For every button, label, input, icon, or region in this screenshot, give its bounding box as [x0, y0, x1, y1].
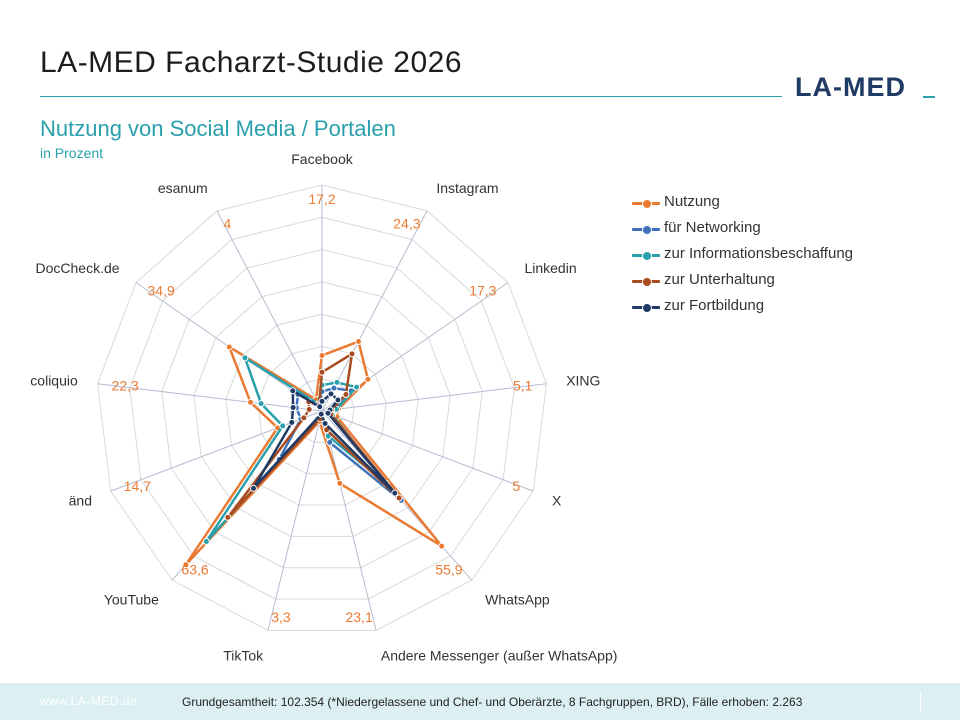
title-divider: [40, 96, 782, 97]
legend-label: für Networking: [664, 219, 761, 236]
data-point: [288, 418, 296, 426]
footer-note: Grundgesamtheit: 102.354 (*Niedergelasse…: [182, 695, 803, 709]
axis-spoke: [321, 210, 428, 412]
data-point: [342, 390, 350, 398]
data-point: [353, 383, 361, 391]
data-point: [257, 400, 265, 408]
data-point: [364, 375, 372, 383]
data-point: [318, 351, 326, 359]
value-label: 63,6: [181, 562, 208, 578]
footer-divider: [920, 691, 921, 711]
data-point: [182, 561, 190, 569]
data-point: [395, 494, 403, 502]
value-label: 14,7: [124, 478, 151, 494]
category-label: coliquio: [30, 373, 78, 389]
grid-ring: [161, 249, 483, 569]
data-point: [279, 422, 287, 430]
category-label: XING: [566, 373, 600, 389]
value-label: 5: [512, 478, 520, 494]
grid-ring: [257, 345, 387, 475]
data-point: [334, 396, 342, 404]
axis-spoke: [321, 383, 547, 412]
legend-marker: [642, 199, 652, 209]
data-point: [330, 384, 338, 392]
value-label: 5,1: [513, 377, 533, 393]
value-label: 22,3: [112, 377, 139, 393]
data-point: [354, 338, 362, 346]
category-label: TikTok: [223, 648, 264, 664]
data-point: [224, 513, 232, 521]
footer-url: www.LA-MED.de: [40, 694, 138, 708]
legend-label: zur Fortbildung: [664, 297, 765, 314]
category-label: esanum: [158, 180, 208, 196]
axis-spoke: [216, 210, 323, 412]
grid-ring: [193, 281, 451, 537]
value-label: 23,1: [345, 609, 372, 625]
category-label: DocCheck.de: [35, 260, 119, 276]
value-label: 55,9: [435, 562, 462, 578]
category-label: WhatsApp: [485, 592, 550, 608]
data-point: [241, 354, 249, 362]
axis-spoke: [267, 410, 323, 631]
series-line: [184, 340, 443, 566]
data-point: [249, 484, 257, 492]
data-point: [316, 403, 324, 411]
data-point: [247, 398, 255, 406]
category-label: Instagram: [436, 180, 498, 196]
svg-text:LA-MED: LA-MED: [795, 72, 906, 102]
value-label: 3,3: [271, 609, 291, 625]
axis-spoke: [97, 383, 323, 412]
data-point: [202, 537, 210, 545]
category-label: Andere Messenger (außer WhatsApp): [381, 648, 618, 664]
data-point: [289, 403, 297, 411]
data-point: [326, 438, 334, 446]
value-label: 17,3: [469, 283, 496, 299]
category-label: Facebook: [291, 151, 353, 167]
legend-marker: [642, 303, 652, 313]
grid-ring: [225, 313, 419, 506]
legend-marker: [642, 277, 652, 287]
value-label: 4: [223, 215, 231, 231]
data-point: [348, 350, 356, 358]
data-point: [324, 432, 332, 440]
category-label: YouTube: [104, 592, 159, 608]
data-point: [391, 489, 399, 497]
page-title: LA-MED Facharzt-Studie 2026: [40, 46, 463, 79]
legend-marker: [642, 251, 652, 261]
chart-title: Nutzung von Social Media / Portalen: [40, 116, 396, 141]
data-point: [305, 405, 313, 413]
chart-subtitle: in Prozent: [40, 145, 104, 161]
axis-spoke: [321, 410, 377, 631]
data-point: [438, 542, 446, 550]
data-point: [317, 410, 325, 418]
grid-ring: [129, 216, 515, 600]
data-point: [225, 343, 233, 351]
data-point: [324, 409, 332, 417]
data-point: [289, 387, 297, 395]
legend-label: zur Informationsbeschaffung: [664, 245, 854, 262]
legend-marker: [642, 225, 652, 235]
footer: www.LA-MED.de Grundgesamtheit: 102.354 (…: [0, 683, 960, 720]
data-point: [300, 414, 308, 422]
legend-label: zur Unterhaltung: [664, 271, 775, 288]
legend-label: Nutzung: [664, 193, 720, 210]
data-point: [333, 378, 341, 386]
axis-spoke: [110, 410, 323, 492]
data-point: [336, 479, 344, 487]
grid-ring: [97, 184, 547, 631]
category-label: änd: [69, 492, 92, 508]
category-label: X: [552, 492, 562, 508]
data-point: [327, 390, 335, 398]
value-label: 24,3: [393, 215, 420, 231]
category-label: Linkedin: [524, 260, 576, 276]
axis-spoke: [321, 410, 534, 492]
data-point: [321, 420, 329, 428]
value-label: 17,2: [308, 191, 335, 207]
la-med-logo: LA-MED: [795, 72, 935, 102]
value-label: 34,9: [148, 283, 175, 299]
data-point: [318, 368, 326, 376]
